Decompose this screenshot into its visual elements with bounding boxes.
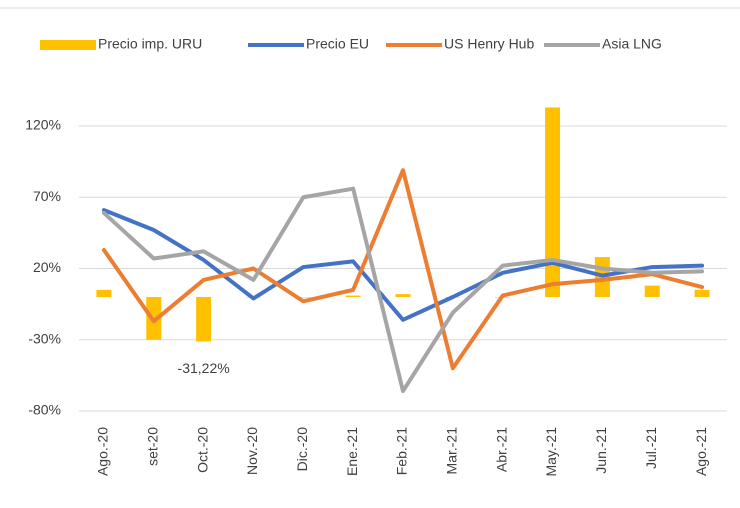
x-tick-label: Mar.-21 xyxy=(444,427,460,475)
x-tick-label: Oct.-20 xyxy=(194,427,210,473)
legend-label: Precio EU xyxy=(306,36,369,52)
x-tick-label: Nov.-20 xyxy=(244,427,260,475)
x-tick-label: Ago.-21 xyxy=(693,427,709,476)
x-tick-label: Dic.-20 xyxy=(294,427,310,472)
x-tick-label: Jul.-21 xyxy=(643,427,659,469)
data-label: -31,22% xyxy=(178,360,230,376)
legend-swatch xyxy=(40,40,96,50)
bar xyxy=(96,289,112,297)
bar xyxy=(395,294,411,297)
legend-label: US Henry Hub xyxy=(444,36,534,52)
x-tick-label: Ago.-20 xyxy=(95,427,111,476)
y-tick-label: 120% xyxy=(25,117,61,133)
bar xyxy=(295,297,311,298)
x-tick-label: Jun.-21 xyxy=(593,427,609,474)
y-tick-label: -30% xyxy=(28,330,61,346)
line-series xyxy=(101,168,705,371)
x-tick-label: Feb.-21 xyxy=(394,427,410,475)
bar xyxy=(545,107,561,297)
y-tick-label: 20% xyxy=(33,259,61,275)
line-series xyxy=(101,208,705,322)
line-series xyxy=(101,186,705,394)
x-tick-label: May.-21 xyxy=(543,427,559,477)
x-tick-label: Ene.-21 xyxy=(344,427,360,476)
bar xyxy=(694,289,710,297)
x-tick-label: Abr.-21 xyxy=(493,427,509,472)
y-tick-label: -80% xyxy=(28,402,61,418)
bar xyxy=(196,297,212,342)
bar xyxy=(644,285,660,297)
x-tick-label: set-20 xyxy=(144,427,160,466)
bar xyxy=(345,295,361,297)
y-tick-label: 70% xyxy=(33,188,61,204)
legend-label: Precio imp. URU xyxy=(98,36,202,52)
legend-label: Asia LNG xyxy=(602,36,662,52)
